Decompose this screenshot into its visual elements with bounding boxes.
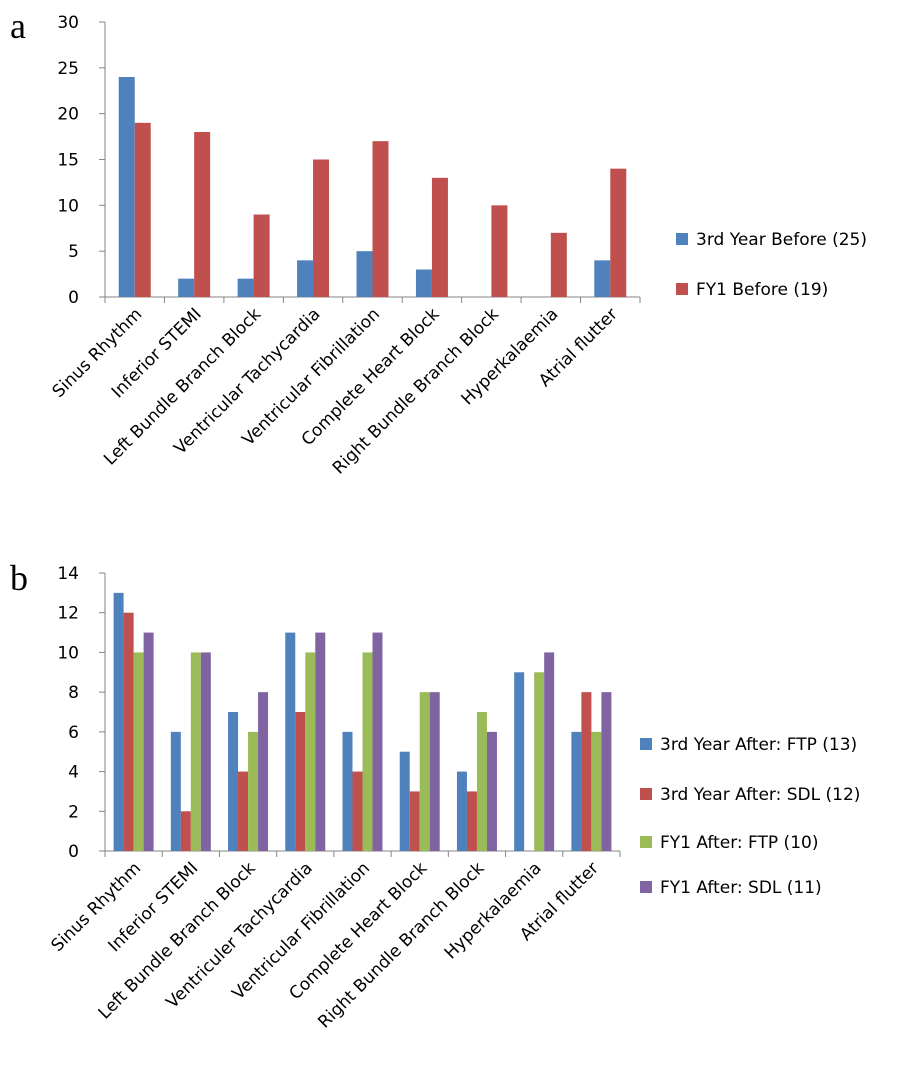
bar — [253, 214, 270, 297]
bar — [601, 692, 612, 851]
y-tick-label: 15 — [57, 151, 79, 171]
bar — [285, 632, 296, 851]
bar — [534, 672, 545, 851]
bar — [372, 632, 383, 851]
bar — [594, 260, 611, 297]
y-tick-label: 10 — [57, 643, 79, 663]
bar — [194, 132, 211, 297]
y-tick-label: 12 — [57, 604, 79, 624]
legend-label: 3rd Year After: FTP (13) — [660, 735, 857, 755]
bar — [295, 712, 306, 851]
bar — [342, 731, 353, 851]
bar — [610, 168, 627, 297]
bar — [228, 712, 239, 851]
legend-swatch — [640, 881, 652, 893]
legend-label: 3rd Year Before (25) — [696, 230, 867, 250]
bar — [315, 632, 326, 851]
bar — [313, 159, 330, 297]
bar — [170, 731, 181, 851]
y-tick-label: 25 — [57, 59, 79, 79]
bar — [123, 612, 134, 851]
y-tick-label: 14 — [57, 564, 79, 584]
bar — [180, 811, 191, 851]
bar — [178, 278, 195, 297]
legend-swatch — [676, 233, 688, 245]
legend-label: FY1 Before (19) — [696, 280, 828, 300]
bar — [419, 692, 430, 851]
y-tick-label: 0 — [68, 842, 79, 862]
bar — [415, 269, 432, 297]
bar — [113, 592, 124, 851]
bar — [581, 692, 592, 851]
y-tick-label: 4 — [68, 763, 79, 783]
legend-swatch — [640, 788, 652, 800]
y-tick-label: 10 — [57, 196, 79, 216]
y-tick-label: 6 — [68, 723, 79, 743]
x-category-label: Hyperkalaemia — [441, 858, 546, 963]
bar — [550, 232, 567, 297]
y-tick-label: 20 — [57, 105, 79, 125]
bar — [571, 731, 582, 851]
legend-swatch — [640, 738, 652, 750]
bar — [486, 731, 497, 851]
legend-swatch — [676, 283, 688, 295]
y-tick-label: 0 — [68, 288, 79, 308]
bar — [200, 652, 211, 851]
legend-label: 3rd Year After: SDL (12) — [660, 785, 860, 805]
legend-swatch — [640, 836, 652, 848]
bar — [409, 791, 420, 851]
bar — [305, 652, 316, 851]
legend-label: FY1 After: FTP (10) — [660, 833, 818, 853]
bar — [491, 205, 508, 297]
bar — [297, 260, 314, 297]
bar — [134, 122, 151, 297]
bar — [466, 791, 477, 851]
bar — [399, 751, 410, 851]
bar — [514, 672, 525, 851]
bar — [544, 652, 555, 851]
y-tick-label: 2 — [68, 802, 79, 822]
legend-label: FY1 After: SDL (11) — [660, 878, 822, 898]
bar — [456, 771, 467, 851]
bar — [431, 177, 448, 297]
y-tick-label: 30 — [57, 13, 79, 33]
bar — [362, 652, 373, 851]
bar — [133, 652, 144, 851]
bar — [118, 77, 135, 297]
panel-label-b: b — [10, 558, 28, 598]
bar — [143, 632, 154, 851]
bar — [190, 652, 201, 851]
y-tick-label: 5 — [68, 242, 79, 262]
panel-label-a: a — [10, 6, 26, 46]
y-tick-label: 8 — [68, 683, 79, 703]
bar — [238, 771, 249, 851]
bar — [258, 692, 269, 851]
bar — [372, 141, 389, 297]
bar — [248, 731, 259, 851]
bar — [429, 692, 440, 851]
bar — [476, 712, 487, 851]
bar — [352, 771, 363, 851]
bar — [237, 278, 254, 297]
bar — [356, 251, 373, 297]
bar — [591, 731, 602, 851]
